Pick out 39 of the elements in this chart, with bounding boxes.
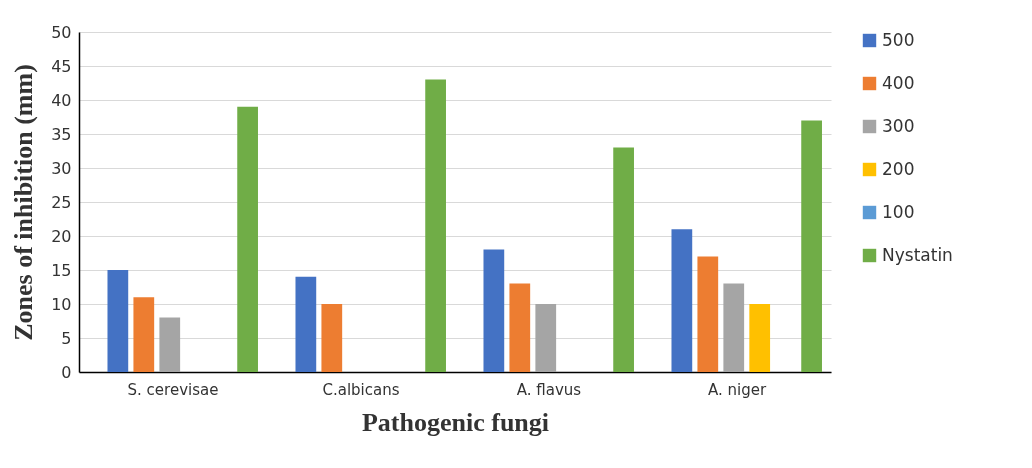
y-tick-label: 20 <box>51 226 72 246</box>
x-tick-label: C.albicans <box>322 380 400 399</box>
legend-label: 100 <box>882 201 915 222</box>
x-tick-label: A. flavus <box>516 380 582 399</box>
bar <box>535 304 557 372</box>
bar <box>749 304 771 372</box>
y-tick-label: 35 <box>51 124 72 144</box>
legend-label: 200 <box>882 158 915 179</box>
bar <box>509 283 531 372</box>
bar <box>483 249 505 372</box>
bar <box>321 304 343 372</box>
y-tick-label: 40 <box>51 90 72 110</box>
y-tick-label: 5 <box>61 328 72 348</box>
bar <box>723 283 745 372</box>
bar <box>107 270 129 372</box>
y-tick-label: 45 <box>51 56 72 76</box>
y-tick-label: 50 <box>51 22 72 42</box>
y-tick-label: 10 <box>51 294 72 314</box>
x-tick-label: S. cerevisae <box>127 380 219 399</box>
y-tick-label: 0 <box>61 362 72 382</box>
bar <box>613 147 634 372</box>
bar <box>237 106 258 372</box>
y-tick-label: 25 <box>51 192 72 212</box>
bar <box>133 297 155 372</box>
y-tick-label: 15 <box>51 260 72 280</box>
y-tick-label: 30 <box>51 158 72 178</box>
y-axis-title: Zones of inhibition (mm) <box>9 64 39 341</box>
bar <box>697 256 719 372</box>
bar <box>671 229 693 372</box>
legend-label: 500 <box>882 29 915 50</box>
legend-label: 400 <box>882 72 915 93</box>
legend-label: 300 <box>882 115 915 136</box>
bar <box>425 79 446 372</box>
bar <box>801 120 822 372</box>
x-tick-label: A. niger <box>707 380 767 399</box>
legend-label: Nystatin <box>882 244 953 265</box>
bar <box>295 276 317 372</box>
x-axis-title: Pathogenic fungi <box>361 407 550 437</box>
bar <box>159 317 181 372</box>
